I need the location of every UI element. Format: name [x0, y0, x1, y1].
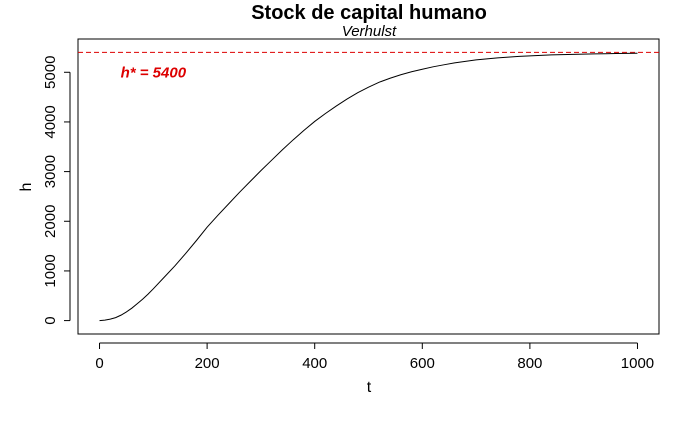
y-axis-label: h [18, 183, 35, 192]
x-tick-label: 1000 [621, 355, 654, 372]
x-axis: 0 200 400 600 800 1000 [95, 342, 654, 372]
chart-title: Stock de capital humano [251, 2, 487, 24]
plot-box [77, 38, 660, 335]
x-axis-label: t [367, 379, 372, 396]
y-tick-label: 1000 [42, 254, 59, 287]
x-tick-label: 400 [302, 355, 327, 372]
x-tick-label: 200 [195, 355, 220, 372]
h-star-annotation: h* = 5400 [121, 64, 187, 81]
y-tick-label: 0 [42, 316, 59, 324]
chart-subtitle: Verhulst [342, 23, 397, 40]
y-axis: 0 1000 2000 3000 4000 5000 [42, 56, 71, 325]
y-tick-label: 4000 [42, 105, 59, 138]
y-tick-label: 3000 [42, 155, 59, 188]
y-tick-label: 5000 [42, 56, 59, 89]
y-tick-label: 2000 [42, 205, 59, 238]
x-tick-label: 800 [517, 355, 542, 372]
series-line [99, 52, 638, 322]
x-tick-label: 600 [410, 355, 435, 372]
x-tick-label: 0 [95, 355, 103, 372]
